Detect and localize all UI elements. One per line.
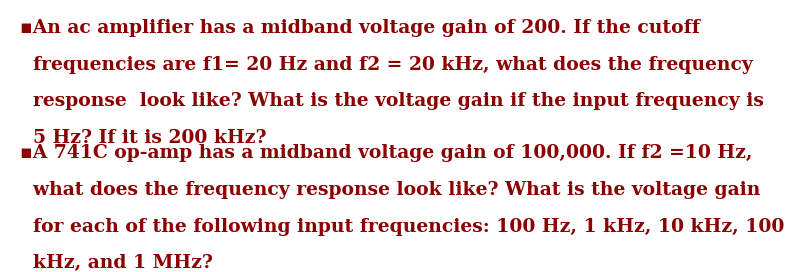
Text: response  look like? What is the voltage gain if the input frequency is: response look like? What is the voltage … [20,92,764,110]
Text: 5 Hz? If it is 200 kHz?: 5 Hz? If it is 200 kHz? [20,129,267,147]
Text: ▪An ac amplifier has a midband voltage gain of 200. If the cutoff: ▪An ac amplifier has a midband voltage g… [20,19,700,37]
Text: for each of the following input frequencies: 100 Hz, 1 kHz, 10 kHz, 100: for each of the following input frequenc… [20,218,784,236]
Text: what does the frequency response look like? What is the voltage gain: what does the frequency response look li… [20,181,760,199]
Text: kHz, and 1 MHz?: kHz, and 1 MHz? [20,254,213,272]
Text: frequencies are f1= 20 Hz and f2 = 20 kHz, what does the frequency: frequencies are f1= 20 Hz and f2 = 20 kH… [20,56,753,74]
Text: ▪A 741C op-amp has a midband voltage gain of 100,000. If f2 =10 Hz,: ▪A 741C op-amp has a midband voltage gai… [20,144,752,162]
